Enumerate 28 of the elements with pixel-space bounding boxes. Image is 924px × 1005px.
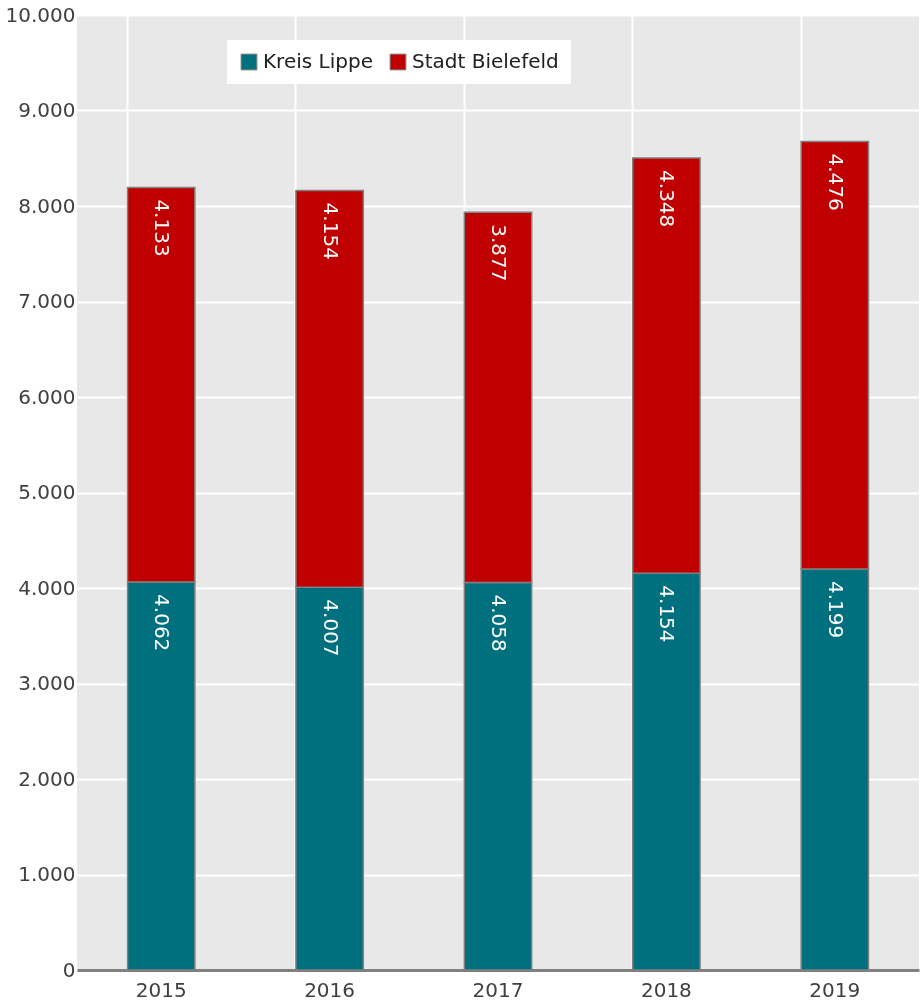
- y-tick-label: 10.000: [5, 2, 76, 27]
- data-label: 4.062: [150, 594, 175, 652]
- legend-label: Kreis Lippe: [263, 49, 373, 73]
- data-label: 4.476: [823, 153, 848, 211]
- y-tick-label: 1.000: [18, 862, 76, 886]
- x-tick-label: 2019: [809, 977, 861, 1002]
- y-tick-label: 2.000: [18, 766, 76, 791]
- y-tick-label: 5.000: [18, 480, 76, 504]
- data-label: 4.007: [318, 599, 343, 657]
- y-tick-label: 3.000: [18, 671, 76, 695]
- data-label: 4.133: [150, 199, 175, 257]
- data-label: 4.058: [487, 594, 511, 652]
- x-tick-label: 2017: [472, 977, 524, 1002]
- legend-label: Stadt Bielefeld: [412, 49, 559, 73]
- y-tick-label: 4.000: [18, 575, 76, 600]
- data-label: 4.199: [823, 581, 848, 639]
- y-tick-label: 7.000: [18, 289, 76, 313]
- y-tick-label: 0: [62, 957, 76, 982]
- y-tick-label: 6.000: [18, 384, 76, 409]
- data-label: 4.154: [318, 202, 343, 260]
- y-tick-label: 8.000: [18, 193, 76, 218]
- data-label: 4.348: [655, 170, 680, 228]
- x-tick-label: 2016: [304, 977, 356, 1002]
- data-label: 3.877: [487, 224, 511, 282]
- x-tick-label: 2015: [135, 977, 187, 1002]
- y-tick-label: 9.000: [18, 98, 76, 122]
- data-label: 4.154: [655, 585, 680, 643]
- x-tick-label: 2018: [640, 977, 692, 1002]
